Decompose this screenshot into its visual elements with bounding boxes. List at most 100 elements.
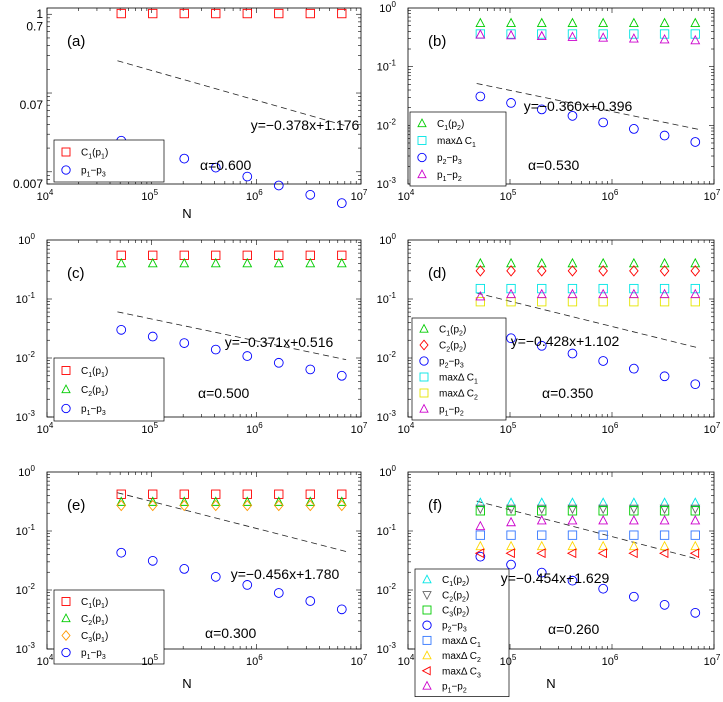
alpha-label: α=0.300 [205, 625, 257, 641]
series-circle [475, 551, 701, 618]
data-point [567, 283, 578, 294]
data-point [629, 530, 639, 540]
x-tick-label: 104 [37, 421, 54, 436]
x-tick-label: 107 [704, 188, 721, 203]
legend-label: p1−p2 [439, 405, 464, 418]
data-point [567, 504, 578, 515]
data-point [659, 506, 670, 516]
fit-equation-label: y=−0.378x+1.176 [251, 117, 360, 133]
data-point [179, 153, 190, 164]
legend-marker [422, 650, 432, 660]
data-point [659, 33, 670, 44]
data-point [210, 257, 221, 268]
data-point [537, 530, 547, 540]
x-tick-label: 106 [246, 653, 263, 668]
data-point [116, 257, 127, 268]
legend-marker [61, 165, 71, 175]
data-point [210, 496, 221, 506]
legend-box [414, 568, 510, 697]
data-point [537, 506, 547, 516]
data-point [242, 171, 253, 182]
data-point [690, 137, 701, 147]
data-point [598, 356, 609, 366]
legend-label: C3(p1) [81, 631, 108, 644]
data-point [598, 530, 608, 540]
y-tick-label: 10-1 [16, 291, 36, 306]
data-point [598, 32, 609, 42]
data-point [242, 580, 253, 590]
data-point [506, 29, 516, 39]
data-point [505, 548, 515, 559]
panel-label: (a) [67, 33, 85, 50]
alpha-label: α=0.600 [200, 157, 252, 173]
legend-label: p1−p3 [81, 166, 106, 179]
data-point [629, 283, 639, 294]
legend-box [411, 317, 507, 421]
legend-marker [419, 323, 429, 333]
data-point [242, 257, 253, 268]
series-triangle-up [475, 515, 701, 531]
series-triangle-up [475, 17, 701, 28]
data-point [475, 297, 485, 307]
data-point [659, 29, 670, 39]
data-point [242, 499, 253, 512]
data-point [474, 548, 485, 559]
series-diamond [116, 499, 347, 512]
data-point [305, 489, 315, 499]
x-tick-label: 106 [602, 188, 619, 203]
data-point [506, 288, 516, 299]
data-point [629, 29, 639, 39]
legend-marker [422, 680, 432, 690]
legend-box [53, 589, 165, 665]
legend-marker [61, 147, 71, 157]
y-tick-label: 10-2 [377, 582, 397, 597]
data-point [147, 496, 158, 506]
data-point [179, 496, 190, 506]
data-point [659, 288, 670, 299]
fit-equation-label: y=−0.371x+0.516 [225, 334, 334, 350]
data-point [598, 29, 608, 39]
data-point [305, 596, 316, 606]
data-point [336, 257, 347, 268]
data-point [659, 283, 670, 294]
data-point [629, 506, 639, 516]
legend-label: p2−p3 [439, 357, 464, 370]
legend-label: maxΔ C1 [437, 136, 476, 149]
x-tick-label: 104 [37, 653, 54, 668]
data-point [305, 499, 316, 512]
data-point [506, 333, 516, 344]
series-circle [475, 91, 701, 147]
data-point [475, 290, 486, 301]
data-point [629, 591, 639, 602]
legend-marker [422, 635, 432, 645]
legend-label: C1(p2) [437, 119, 464, 132]
data-point [689, 548, 700, 559]
y-tick-label: 100 [379, 232, 396, 247]
chart-panel-d: C1(p2) C2(p2) p2−p3 maxΔ C1 maxΔ C2 p1−p2 [407, 239, 715, 421]
legend-label: p1−p3 [81, 648, 106, 661]
y-tick-label: 100 [379, 0, 396, 15]
y-tick-label: 0.07 [20, 98, 44, 112]
data-point [179, 489, 189, 499]
chart-panel-f: C1(p2) C2(p2) C3(p2) p2−p3 maxΔ C1 maxΔ C2 max… [407, 471, 715, 697]
legend-label: p2−p3 [437, 153, 462, 166]
data-point [336, 604, 347, 615]
legend-marker [61, 613, 71, 623]
y-tick-label: 10-2 [16, 350, 36, 365]
data-point [336, 370, 347, 381]
series-square [116, 489, 347, 499]
data-point [597, 548, 607, 559]
fit-line [476, 292, 700, 349]
y-tick-label: 10-1 [377, 59, 397, 74]
alpha-label: α=0.530 [528, 157, 580, 173]
alpha-label: α=0.500 [198, 385, 250, 401]
data-point [506, 283, 516, 294]
y-tick-label: 10-3 [16, 409, 36, 424]
data-point [475, 504, 486, 515]
data-point [116, 547, 127, 558]
data-point [567, 257, 578, 268]
legend-label: C2(p1) [81, 614, 108, 627]
y-tick-label: 10-3 [377, 409, 397, 424]
data-point [536, 340, 547, 351]
data-point [147, 257, 158, 268]
